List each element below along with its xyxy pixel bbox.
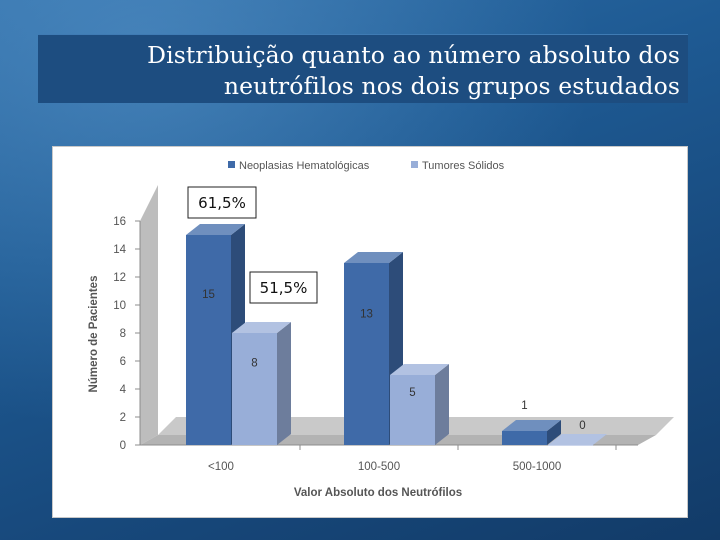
y-tick-label: 4: [120, 384, 127, 396]
y-tick-label: 2: [120, 412, 126, 424]
annotation-label: 51,5%: [260, 279, 308, 297]
legend-label: Neoplasias Hematológicas: [239, 160, 370, 172]
annotation-box: [249, 271, 318, 304]
x-tick-label: 100-500: [358, 461, 400, 473]
x-axis-title: Valor Absoluto dos Neutrófilos: [294, 487, 462, 499]
bar-top: [390, 364, 449, 375]
bar-side: [435, 364, 449, 445]
data-label: 13: [360, 309, 373, 321]
y-tick-label: 14: [113, 244, 126, 256]
legend-swatch: [228, 161, 235, 168]
y-tick-label: 16: [113, 216, 126, 228]
x-tick-label: 500-1000: [513, 461, 562, 473]
bar-top: [232, 322, 291, 333]
slide-title-line-1: Distribuição quanto ao número absoluto d…: [147, 41, 680, 69]
bar-top: [502, 420, 561, 431]
bar-side: [547, 420, 561, 445]
bar: [232, 333, 277, 445]
annotation-box: [187, 186, 257, 219]
y-tick-label: 8: [120, 328, 126, 340]
legend-swatch: [411, 161, 418, 168]
data-label: 15: [202, 289, 215, 301]
slide-title-line-2: neutrófilos nos dois grupos estudados: [223, 72, 680, 100]
x-tick-label: <100: [208, 461, 234, 473]
bar: [344, 263, 389, 445]
annotation-label: 61,5%: [198, 194, 246, 212]
bar-top: [186, 224, 245, 235]
data-label: 1: [521, 400, 527, 412]
y-tick-label: 10: [113, 300, 126, 312]
data-label: 0: [579, 420, 585, 432]
legend-label: Tumores Sólidos: [422, 160, 505, 172]
bar: [186, 235, 231, 445]
data-label: 5: [409, 387, 415, 399]
bar-top: [344, 252, 403, 263]
y-tick-label: 6: [120, 356, 126, 368]
bar: [548, 445, 593, 446]
y-tick-label: 12: [113, 272, 126, 284]
slide-title-box: Distribuição quanto ao número absoluto d…: [38, 34, 688, 103]
y-tick-label: 0: [120, 440, 126, 452]
data-label: 8: [251, 358, 257, 370]
y-axis-title: Número de Pacientes: [88, 276, 100, 393]
bar: [390, 375, 435, 445]
bar-top: [548, 434, 607, 445]
bar-side: [277, 322, 291, 445]
chart-side-wall: [140, 185, 158, 445]
bar: [502, 431, 547, 445]
